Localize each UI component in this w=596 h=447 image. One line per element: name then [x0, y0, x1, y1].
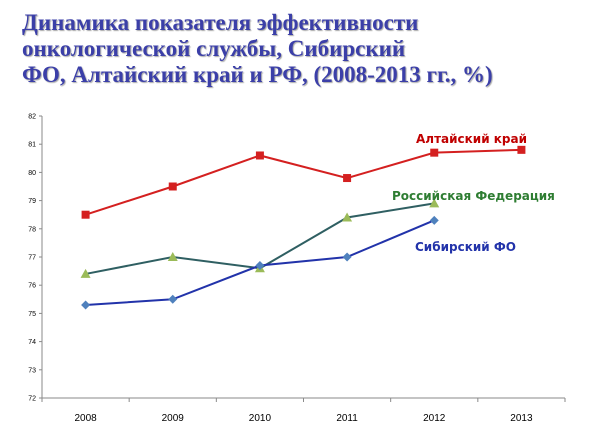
data-point: [168, 182, 177, 191]
y-tick-label: 74: [28, 339, 36, 346]
y-tick-label: 73: [28, 367, 36, 374]
data-point: [429, 215, 439, 225]
data-point: [80, 268, 91, 278]
x-tick-label: 2012: [423, 413, 446, 424]
data-point: [342, 252, 352, 262]
title-line-1: Динамика показателя эффективности: [22, 10, 419, 35]
data-point: [343, 174, 352, 183]
y-tick-label: 75: [28, 311, 36, 318]
y-tick-label: 72: [28, 396, 36, 403]
data-point: [255, 260, 265, 270]
series-0: [81, 145, 526, 219]
y-tick-label: 78: [28, 226, 36, 233]
title-line-2: онкологической службы, Сибирский: [22, 36, 406, 61]
data-point: [167, 252, 178, 261]
series-line: [85, 148, 522, 216]
title-line-3: ФО, Алтайский край и РФ, (2008-2013 гг.,…: [22, 62, 493, 87]
data-point: [517, 145, 526, 154]
x-tick-label: 2010: [249, 413, 272, 424]
data-point: [342, 212, 353, 222]
series-labels: Алтайский край Российская Федерация Сиби…: [392, 132, 555, 254]
data-point: [81, 210, 90, 219]
x-tick-label: 2011: [336, 413, 358, 424]
series-2: [81, 215, 439, 310]
x-tick-label: 2008: [74, 413, 97, 424]
series-label-altai: Алтайский край: [416, 132, 527, 146]
x-tick-label: 2013: [510, 413, 533, 424]
x-tick-labels: 2008 2009 2010 2011 2012 2013: [74, 413, 533, 424]
y-tick-labels: 72 73 74 75 76 77 78 79 80 81 82: [28, 114, 36, 403]
data-point: [429, 198, 440, 208]
data-point: [81, 300, 91, 310]
series-group: [80, 145, 526, 310]
y-tick-label: 79: [28, 198, 36, 205]
data-point: [430, 148, 439, 157]
series-label-rf: Российская Федерация: [392, 189, 555, 203]
y-tick-label: 76: [28, 283, 36, 290]
x-tick-label: 2009: [162, 413, 185, 424]
chart-title: Динамика показателя эффективности онколо…: [22, 10, 582, 88]
data-point: [168, 294, 178, 304]
y-tick-label: 81: [28, 142, 36, 149]
y-tick-label: 77: [28, 255, 36, 262]
y-tick-label: 80: [28, 170, 36, 177]
axes: [39, 115, 566, 402]
data-point: [255, 151, 264, 160]
y-tick-label: 82: [28, 114, 36, 121]
series-label-sfo: Сибирский ФО: [415, 240, 516, 254]
